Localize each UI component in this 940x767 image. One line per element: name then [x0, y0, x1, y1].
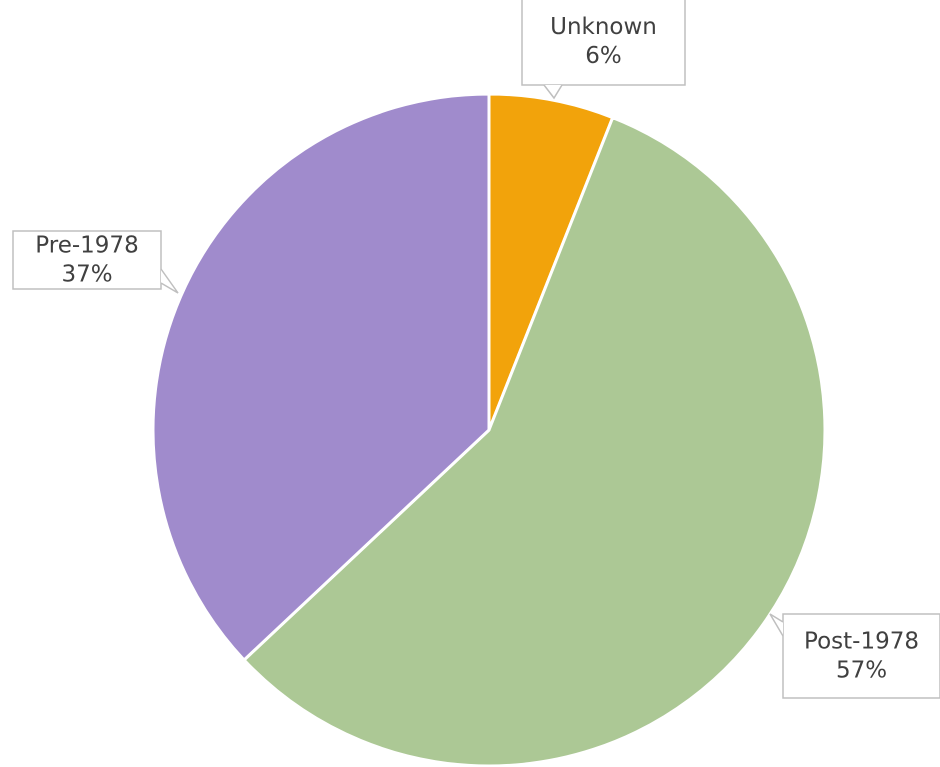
label-box — [521, 0, 686, 86]
slice — [242, 116, 827, 767]
data-labels: Unknown 6% Post-1978 57% Pre-1978 37% — [12, 0, 940, 699]
label-name: Post-1978 — [804, 629, 919, 655]
data-label: Unknown 6% — [521, 0, 686, 100]
label-box — [782, 613, 940, 699]
data-label: Post-1978 57% — [769, 613, 940, 699]
label-value: 6% — [585, 43, 622, 69]
slice — [151, 92, 491, 662]
data-label: Pre-1978 37% — [12, 230, 179, 294]
pie — [151, 92, 827, 767]
label-value: 37% — [61, 262, 112, 288]
label-pointer — [160, 268, 179, 294]
label-name: Unknown — [550, 14, 657, 40]
label-pointer — [543, 84, 563, 100]
label-box — [12, 230, 162, 290]
slice — [487, 92, 615, 432]
label-name: Pre-1978 — [35, 233, 138, 259]
label-pointer — [769, 613, 784, 637]
label-value: 57% — [836, 658, 887, 684]
